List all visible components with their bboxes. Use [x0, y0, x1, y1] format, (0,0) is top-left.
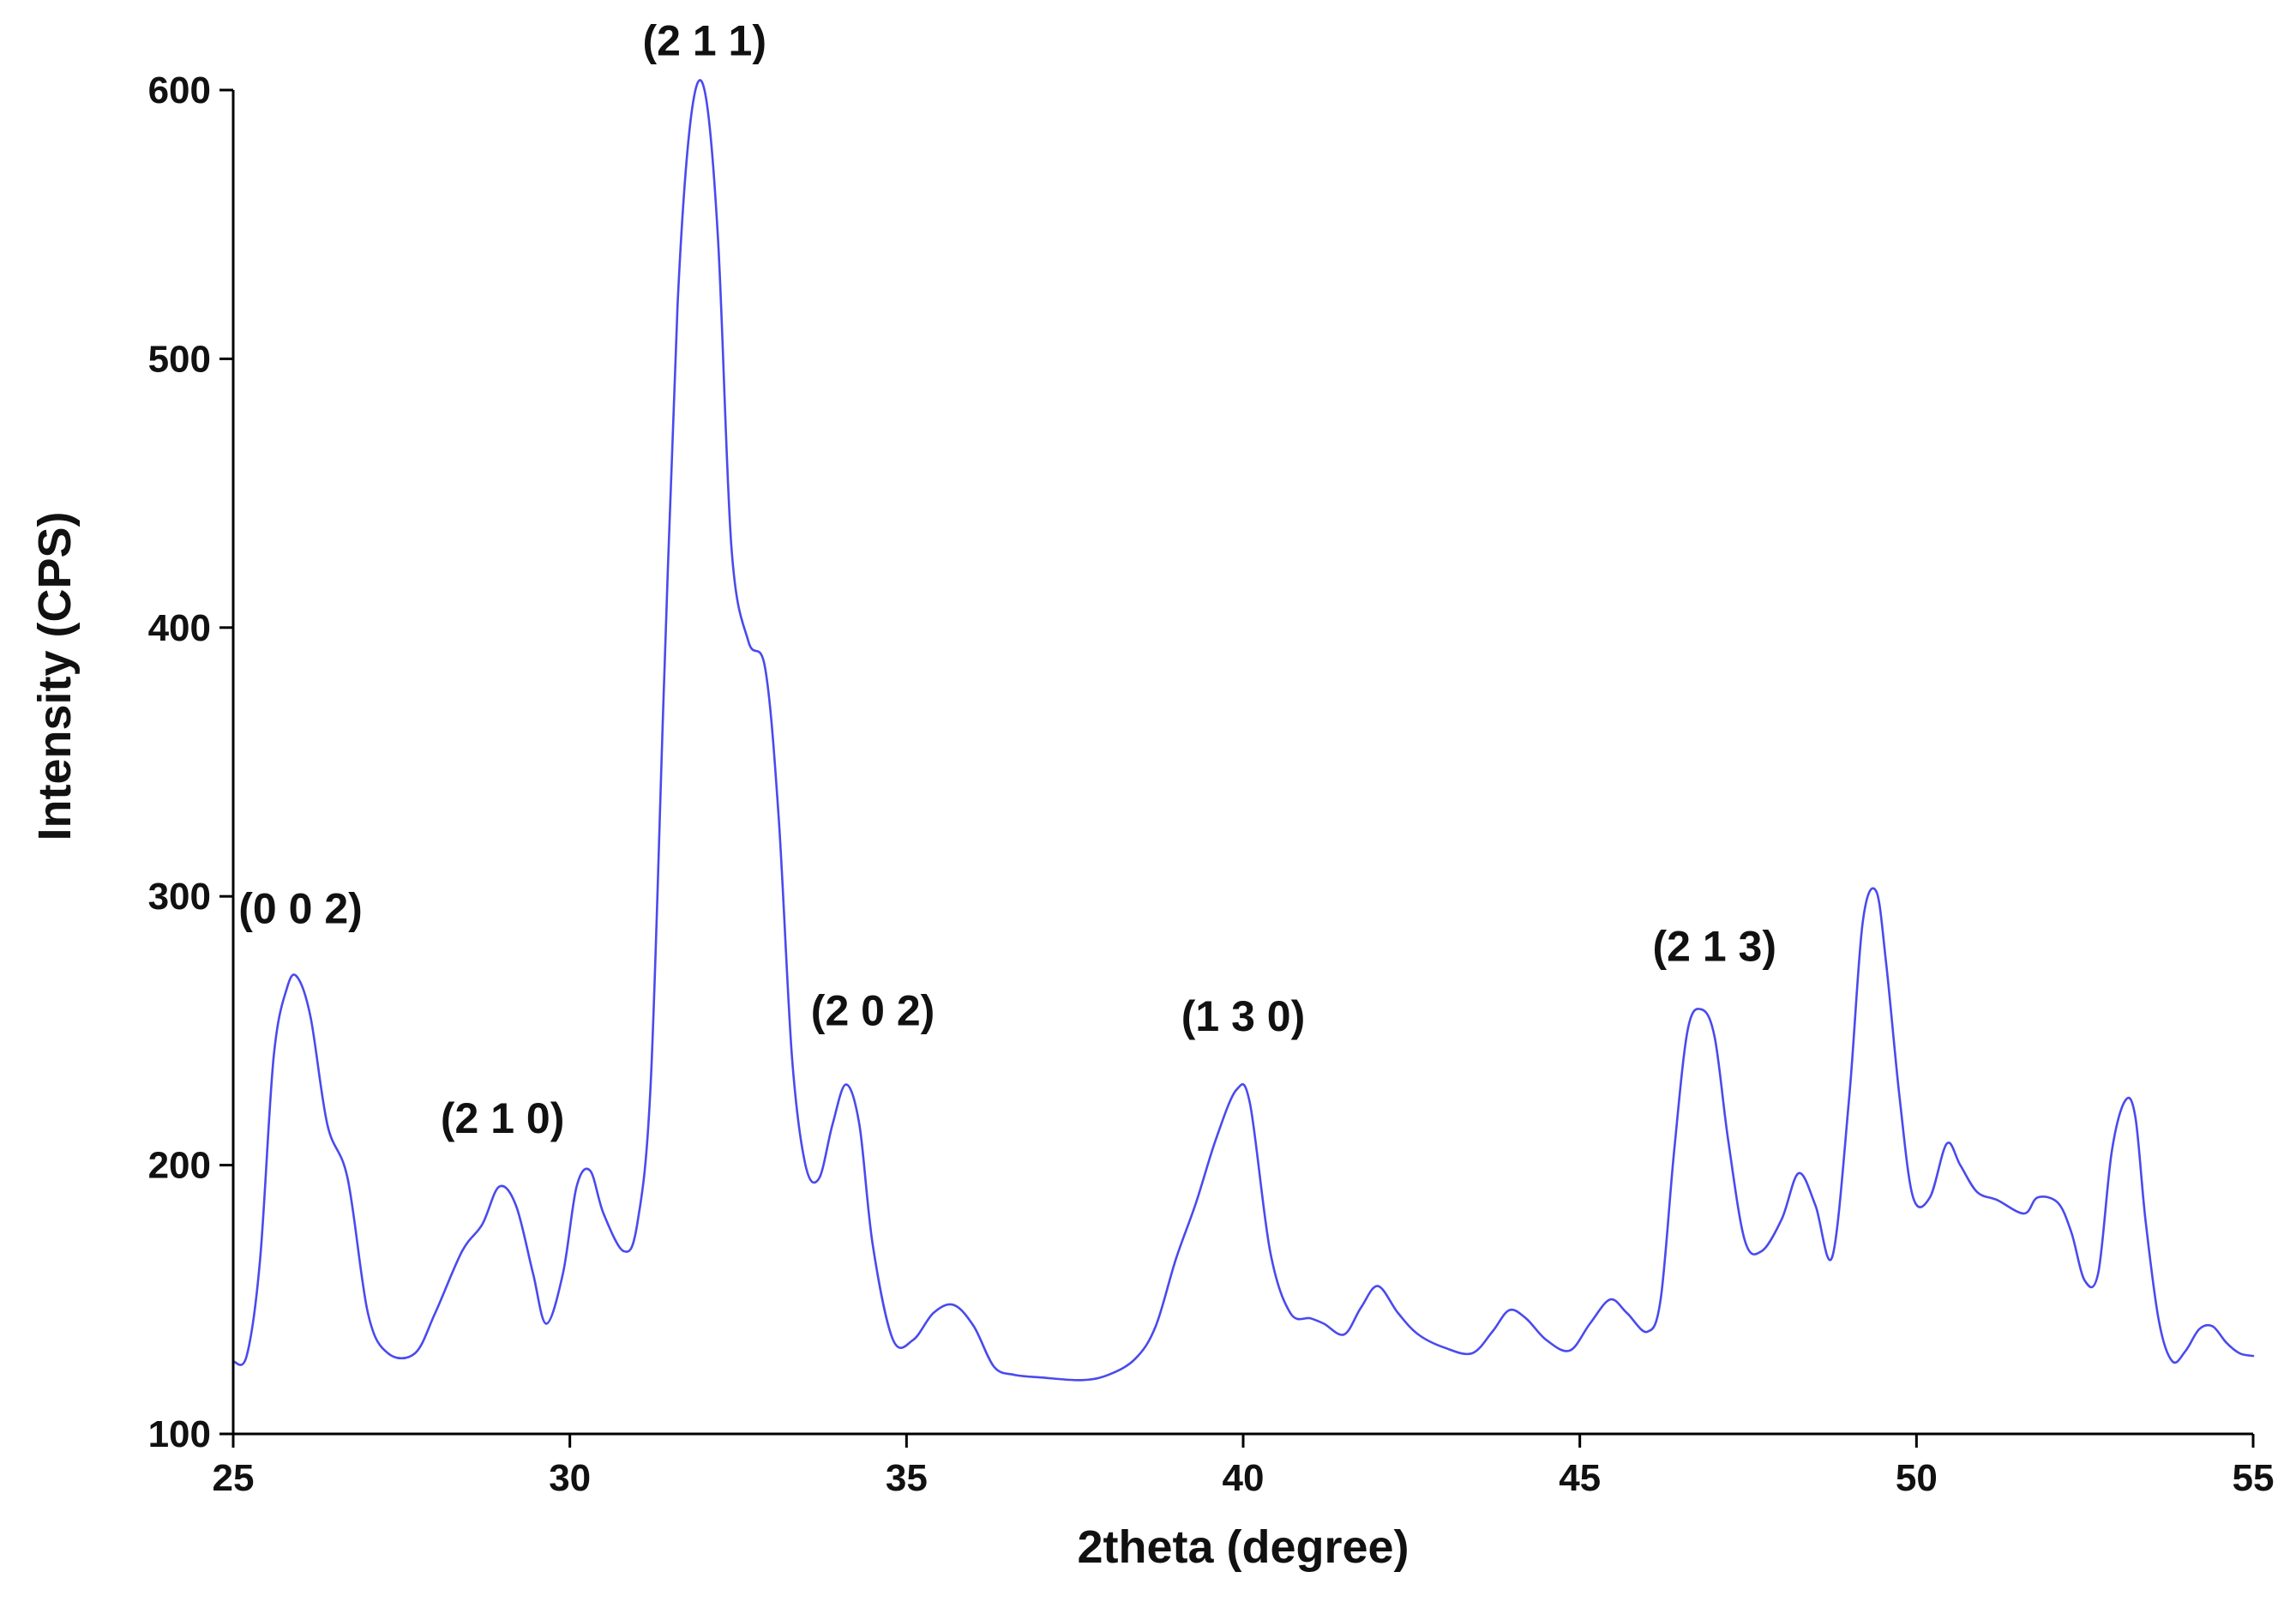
peak-label: (2 1 1) — [642, 16, 766, 64]
x-tick-label: 25 — [213, 1457, 255, 1499]
ticks-layer: 25 30 35 40 45 50 55 100 200 300 400 500 600 — [148, 69, 2275, 1499]
x-tick-label: 40 — [1223, 1457, 1265, 1499]
x-tick-label: 45 — [1559, 1457, 1601, 1499]
y-tick-label: 300 — [148, 876, 211, 918]
y-axis-title: Intensity (CPS) — [29, 511, 81, 840]
peak-label: (2 0 2) — [811, 987, 935, 1035]
y-tick-label: 500 — [148, 338, 211, 380]
peak-label: (1 3 0) — [1181, 992, 1306, 1040]
y-tick-label: 100 — [148, 1413, 211, 1455]
y-tick-label: 600 — [148, 69, 211, 111]
y-tick-label: 200 — [148, 1145, 211, 1187]
x-tick-label: 55 — [2233, 1457, 2275, 1499]
series-layer — [231, 79, 2255, 1382]
y-tick-label: 400 — [148, 607, 211, 649]
peak-label: (0 0 2) — [238, 885, 363, 933]
peak-label: (2 1 3) — [1652, 922, 1776, 970]
x-tick-label: 50 — [1896, 1457, 1938, 1499]
annotations-layer: (0 0 2) (2 1 0) (2 1 1) (2 0 2) (1 3 0) (2 1 … — [238, 16, 1776, 1142]
peak-label: (2 1 0) — [441, 1094, 565, 1142]
x-tick-label: 30 — [549, 1457, 591, 1499]
intensity-series-line — [231, 79, 2255, 1382]
x-tick-label: 35 — [886, 1457, 928, 1499]
x-axis-title: 2theta (degree) — [1077, 1521, 1409, 1573]
